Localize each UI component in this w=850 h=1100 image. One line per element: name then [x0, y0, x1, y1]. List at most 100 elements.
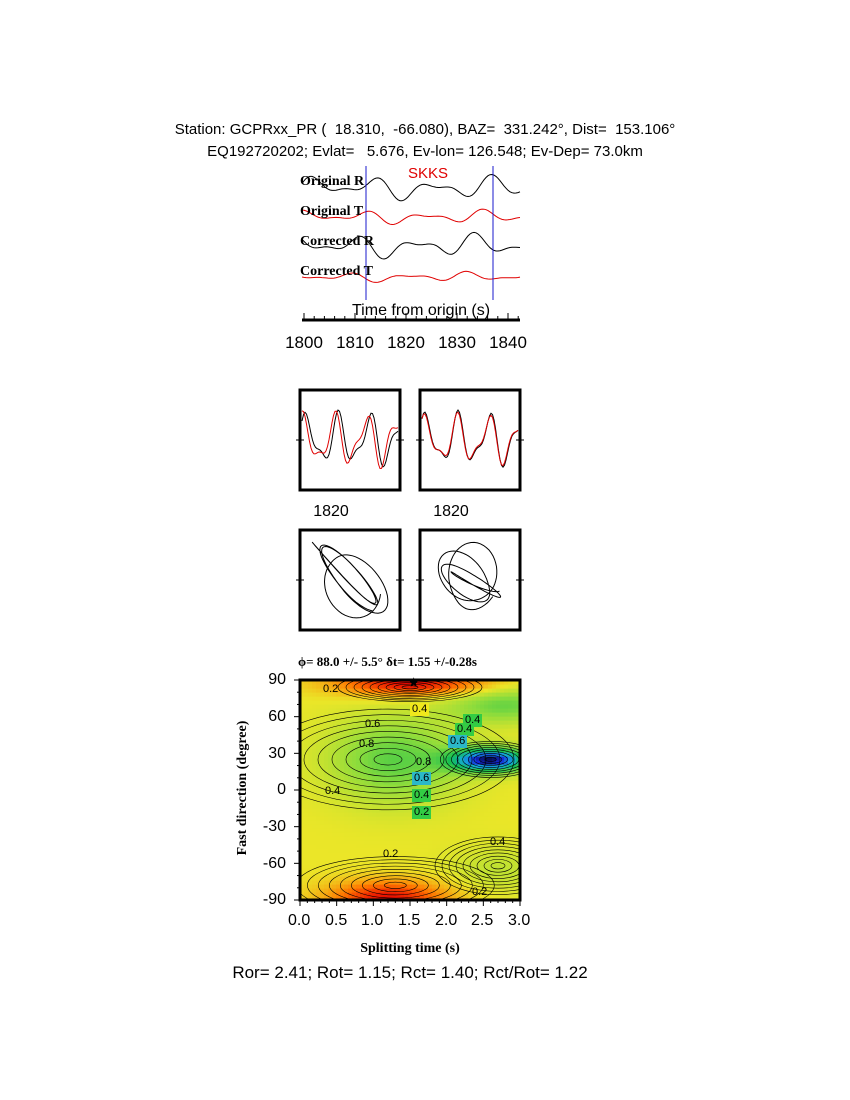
- energy-cell: [424, 844, 429, 849]
- panel-tick-right: 1820: [433, 503, 469, 520]
- energy-cell: [412, 884, 417, 889]
- energy-cell: [424, 836, 429, 841]
- energy-cell: [500, 820, 505, 825]
- energy-cell: [312, 732, 317, 737]
- energy-cell: [484, 828, 489, 833]
- energy-cell: [496, 716, 501, 721]
- energy-cell: [456, 708, 461, 713]
- energy-cell: [344, 736, 349, 741]
- energy-cell: [480, 820, 485, 825]
- energy-cell: [304, 816, 309, 821]
- energy-cell: [388, 744, 393, 749]
- energy-cell: [360, 868, 365, 873]
- energy-cell: [392, 800, 397, 805]
- energy-cell: [356, 844, 361, 849]
- energy-cell: [516, 872, 520, 877]
- energy-cell: [372, 800, 377, 805]
- energy-cell: [460, 792, 465, 797]
- energy-cell: [456, 800, 461, 805]
- energy-cell: [512, 828, 517, 833]
- energy-cell: [368, 876, 373, 881]
- energy-cell: [448, 820, 453, 825]
- energy-cell: [480, 764, 485, 769]
- energy-cell: [484, 896, 489, 900]
- energy-cell: [332, 712, 337, 717]
- energy-cell: [508, 896, 513, 900]
- energy-cell: [416, 848, 421, 853]
- energy-cell: [492, 812, 497, 817]
- energy-cell: [472, 868, 477, 873]
- energy-cell: [512, 840, 517, 845]
- energy-cell: [492, 704, 497, 709]
- energy-cell: [508, 804, 513, 809]
- energy-cell: [356, 720, 361, 725]
- energy-cell: [392, 776, 397, 781]
- energy-cell: [404, 848, 409, 853]
- energy-cell: [400, 736, 405, 741]
- energy-cell: [356, 816, 361, 821]
- energy-cell: [456, 796, 461, 801]
- energy-cell: [496, 724, 501, 729]
- energy-cell: [444, 692, 449, 697]
- energy-cell: [448, 752, 453, 757]
- energy-cell: [456, 840, 461, 845]
- energy-cell: [440, 688, 445, 693]
- energy-cell: [372, 696, 377, 701]
- energy-cell: [332, 892, 337, 897]
- energy-cell: [448, 860, 453, 865]
- energy-cell: [408, 692, 413, 697]
- energy-cell: [464, 792, 469, 797]
- energy-cell: [340, 760, 345, 765]
- energy-cell: [348, 824, 353, 829]
- energy-cell: [464, 780, 469, 785]
- energy-cell: [328, 808, 333, 813]
- energy-cell: [408, 776, 413, 781]
- energy-cell: [360, 888, 365, 893]
- energy-cell: [312, 764, 317, 769]
- energy-cell: [324, 740, 329, 745]
- energy-cell: [312, 860, 317, 865]
- energy-cell: [468, 876, 473, 881]
- energy-cell: [452, 812, 457, 817]
- energy-cell: [476, 816, 481, 821]
- energy-cell: [500, 840, 505, 845]
- energy-cell: [444, 848, 449, 853]
- energy-cell: [348, 816, 353, 821]
- energy-cell: [352, 732, 357, 737]
- energy-cell: [344, 836, 349, 841]
- energy-cell: [308, 884, 313, 889]
- contour-label: 0.2: [412, 806, 432, 819]
- energy-cell: [328, 884, 333, 889]
- energy-cell: [332, 696, 337, 701]
- energy-cell: [444, 836, 449, 841]
- energy-cell: [320, 896, 325, 900]
- energy-cell: [324, 760, 329, 765]
- energy-cell: [424, 832, 429, 837]
- energy-cell: [448, 712, 453, 717]
- energy-cell: [408, 836, 413, 841]
- energy-cell: [500, 880, 505, 885]
- energy-cell: [304, 732, 309, 737]
- energy-cell: [324, 732, 329, 737]
- energy-cell: [432, 740, 437, 745]
- energy-cell: [324, 736, 329, 741]
- energy-cell: [504, 732, 509, 737]
- energy-cell: [508, 744, 513, 749]
- energy-cell: [512, 744, 517, 749]
- energy-cell: [388, 728, 393, 733]
- energy-cell: [316, 724, 321, 729]
- energy-cell: [392, 732, 397, 737]
- energy-cell: [332, 788, 337, 793]
- energy-cell: [416, 880, 421, 885]
- energy-cell: [376, 716, 381, 721]
- energy-cell: [452, 816, 457, 821]
- energy-cell: [400, 708, 405, 713]
- y-tick: 30: [268, 745, 286, 762]
- energy-cell: [380, 872, 385, 877]
- energy-cell: [364, 776, 369, 781]
- energy-cell: [460, 860, 465, 865]
- energy-cell: [484, 796, 489, 801]
- energy-cell: [352, 740, 357, 745]
- energy-cell: [432, 732, 437, 737]
- energy-cell: [380, 848, 385, 853]
